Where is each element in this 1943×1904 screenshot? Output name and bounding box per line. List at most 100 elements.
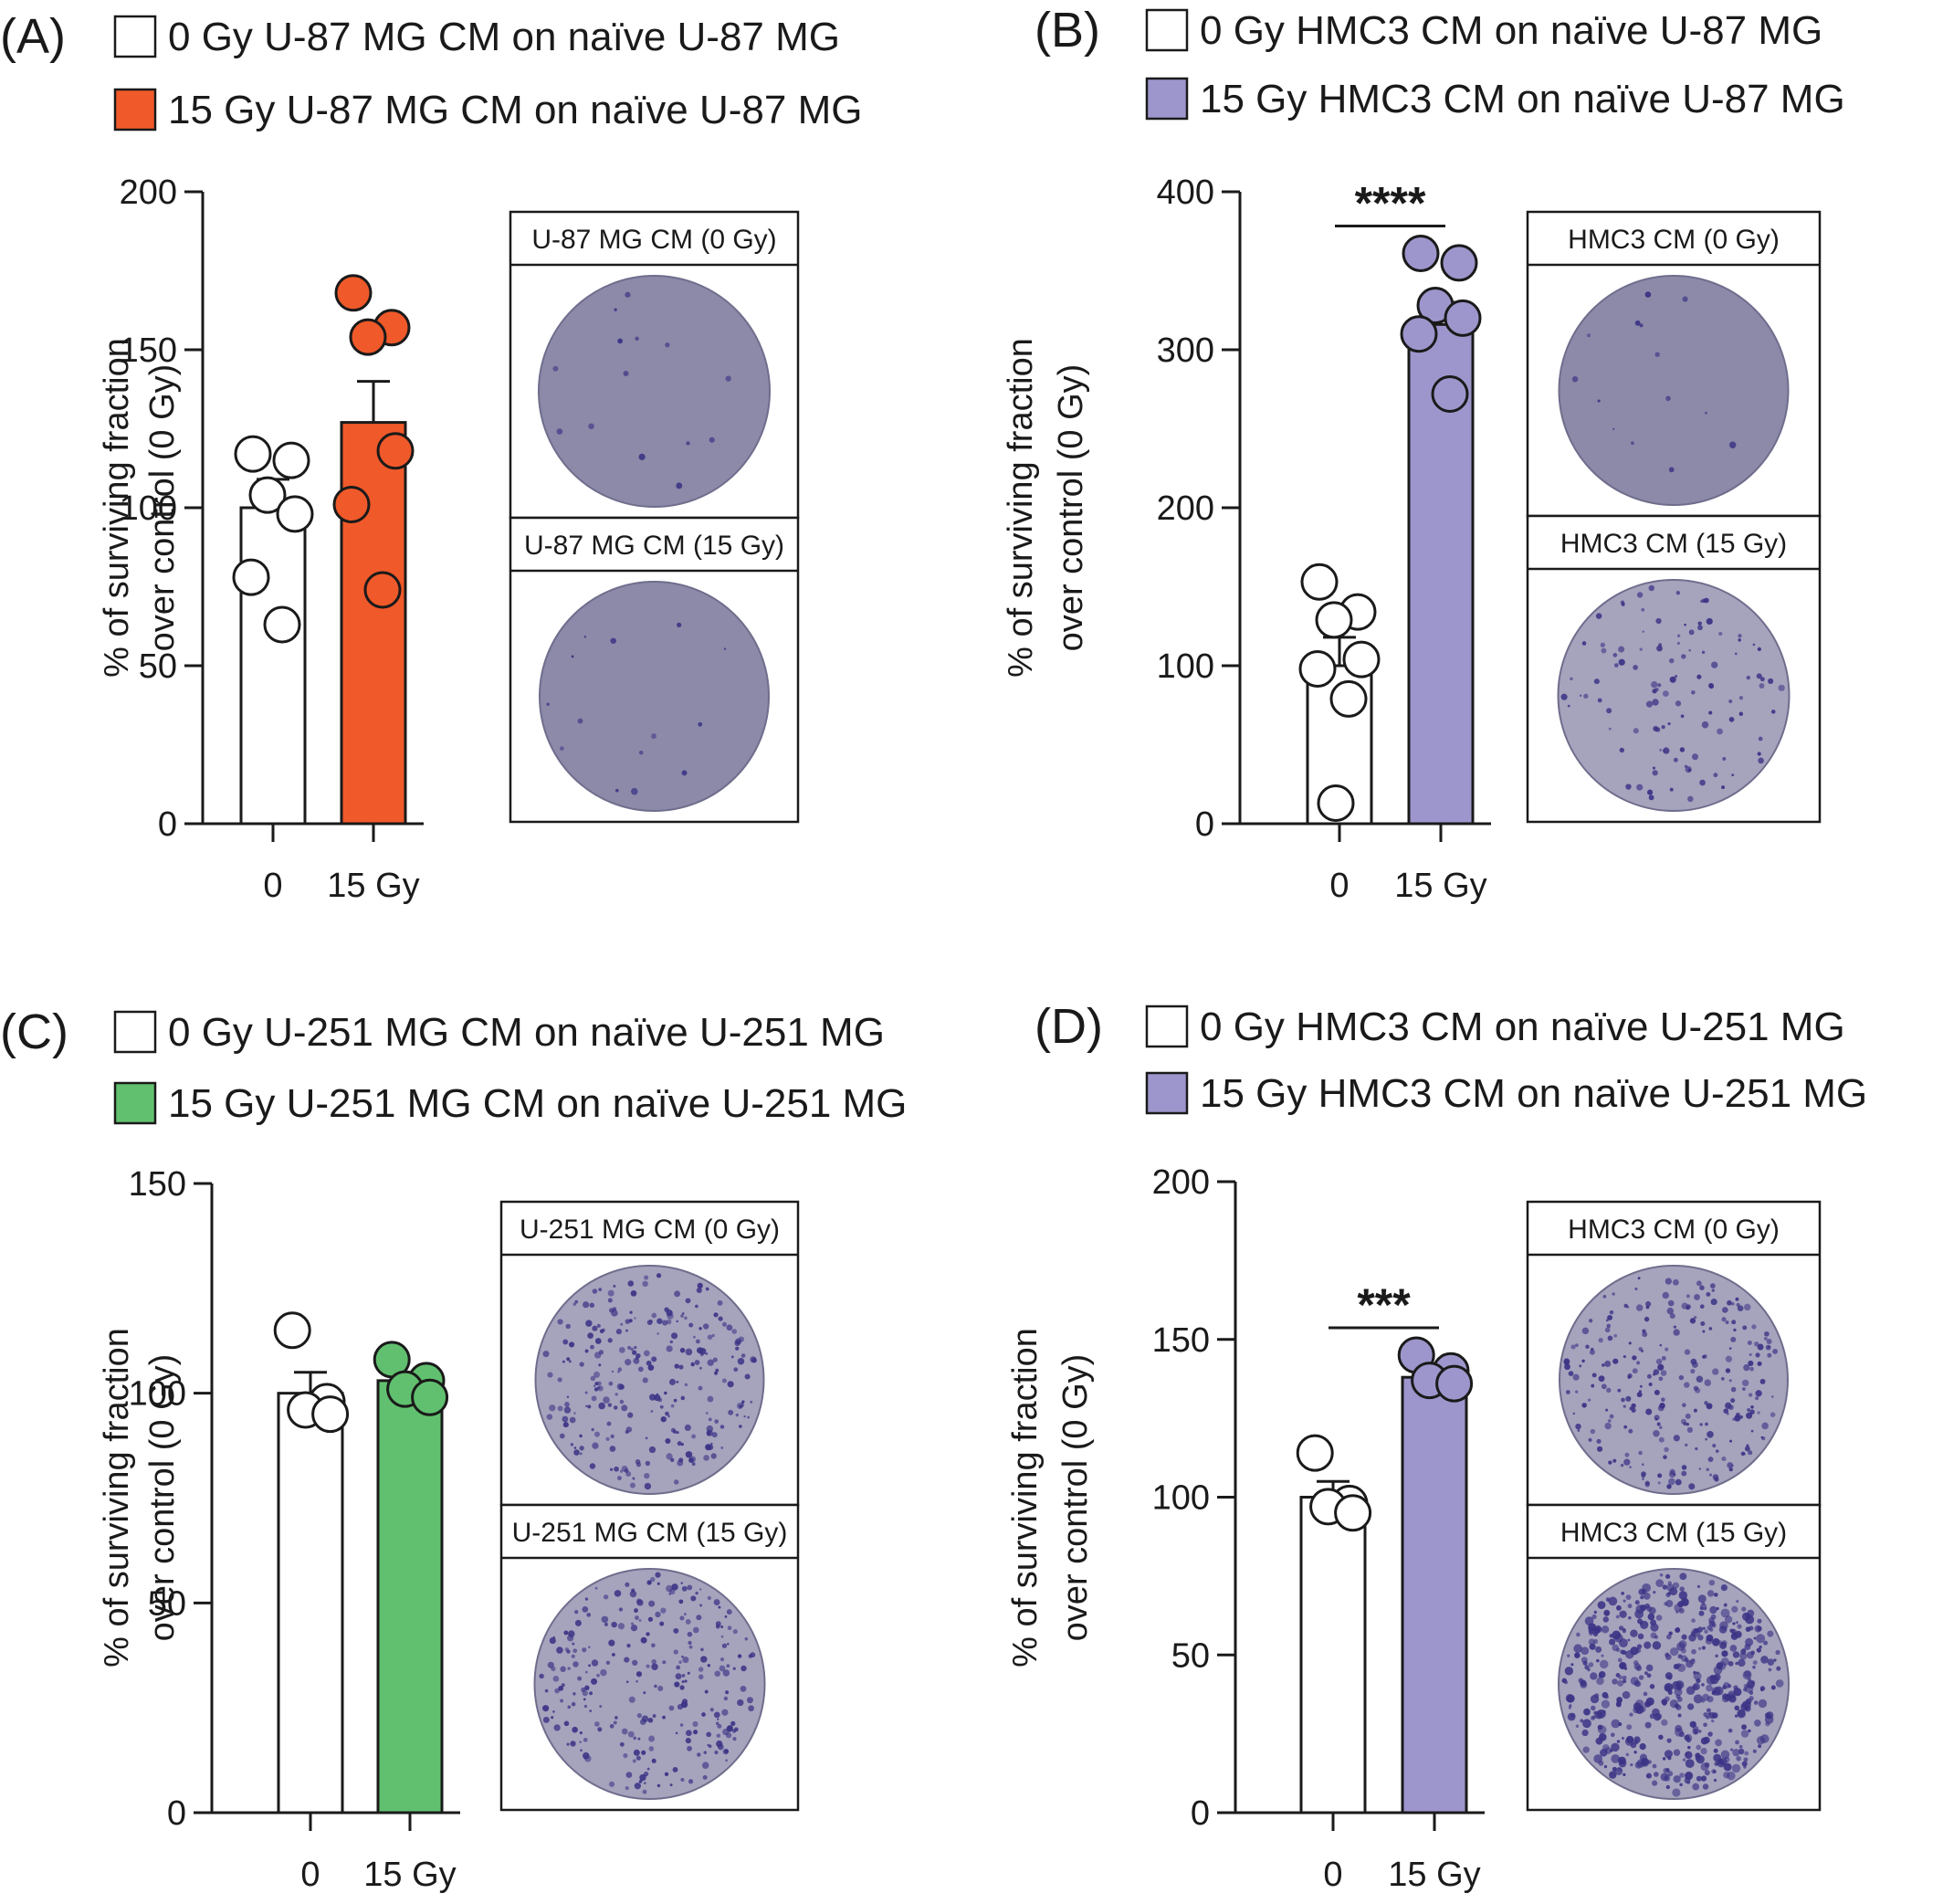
colony-speck	[1655, 1358, 1663, 1365]
colony-speck	[695, 1591, 698, 1595]
colony-speck	[1619, 747, 1625, 753]
colony-speck	[1733, 1328, 1737, 1332]
colony-speck	[1652, 699, 1659, 706]
colony-speck	[1636, 1644, 1643, 1649]
colony-speck	[570, 1443, 574, 1446]
colony-speck	[557, 1319, 563, 1325]
colony-speck	[584, 1755, 592, 1762]
colony-speck	[589, 1463, 596, 1469]
colony-speck	[579, 1446, 584, 1451]
colony-speck	[596, 1673, 600, 1678]
colony-speck	[1637, 1277, 1641, 1280]
colony-speck	[1627, 1638, 1631, 1642]
colony-speck	[1713, 1748, 1718, 1753]
colony-speck	[1611, 1742, 1620, 1752]
colony-speck	[1615, 1615, 1620, 1619]
colony-speck	[558, 1685, 564, 1691]
colony-speck	[1623, 1355, 1626, 1359]
colony-speck	[1770, 1412, 1776, 1417]
colony-speck	[707, 1664, 711, 1667]
colony-speck	[552, 1636, 556, 1639]
colony-speck	[721, 1643, 728, 1648]
colony-speck	[701, 1762, 709, 1769]
colony-speck	[1701, 650, 1706, 654]
colony-speck	[1563, 1358, 1570, 1365]
colony-speck	[1655, 1615, 1663, 1621]
colony-speck	[1585, 1344, 1590, 1350]
colony-speck	[1618, 1759, 1627, 1768]
colony-speck	[589, 1691, 593, 1696]
colony-speck	[1616, 1604, 1622, 1611]
colony-speck	[1661, 1719, 1668, 1726]
y-axis-title: % of surviving fraction	[98, 338, 136, 678]
colony-speck	[712, 1357, 718, 1362]
colony-speck	[1758, 736, 1763, 742]
colony-speck	[1750, 1404, 1754, 1409]
colony-speck	[1732, 1417, 1736, 1421]
colony-speck	[654, 1394, 661, 1402]
colony-speck	[1664, 1602, 1668, 1606]
colony-speck	[1601, 1383, 1607, 1390]
colony-speck	[1660, 1370, 1667, 1376]
colony-speck	[1696, 1375, 1704, 1383]
colony-speck	[588, 423, 594, 430]
colony-speck	[1627, 1615, 1632, 1620]
colony-speck	[583, 1737, 588, 1742]
colony-speck	[1698, 1467, 1702, 1470]
colony-speck	[718, 1316, 723, 1321]
colony-speck	[1641, 1588, 1647, 1594]
colony-speck	[1735, 1740, 1739, 1745]
colony-speck	[680, 1314, 684, 1318]
colony-speck	[1753, 1636, 1757, 1640]
colony-speck	[1649, 1713, 1655, 1720]
colony-speck	[1741, 1761, 1748, 1767]
colony-speck	[1664, 1446, 1669, 1453]
colony-speck	[1640, 1595, 1644, 1600]
colony-speck	[651, 1643, 656, 1648]
y-axis-title: % of surviving fraction	[1002, 338, 1040, 678]
data-point	[1300, 563, 1339, 601]
panel-d: (D) 0 Gy HMC3 CM on naïve U-251 MG 15 Gy H…	[1006, 999, 1867, 1894]
colony-speck	[1659, 749, 1662, 752]
colony-speck	[1644, 1300, 1652, 1308]
colony-speck	[1644, 1603, 1651, 1609]
colony-speck	[642, 1789, 647, 1794]
colony-speck	[1682, 296, 1688, 302]
colony-speck	[1711, 1720, 1715, 1723]
colony-speck	[1644, 1482, 1651, 1488]
colony-speck	[1587, 333, 1591, 338]
colony-speck	[1666, 1738, 1672, 1743]
colony-speck	[1665, 1784, 1670, 1790]
colony-speck	[582, 1605, 589, 1613]
legend-swatch	[113, 1081, 157, 1125]
colony-speck	[1748, 1450, 1753, 1456]
colony-speck	[1704, 411, 1707, 415]
colony-speck	[720, 1635, 724, 1638]
colony-speck	[655, 1611, 661, 1618]
colony-speck	[1679, 1573, 1687, 1581]
colony-speck	[1759, 1645, 1762, 1649]
colony-speck	[1623, 1425, 1628, 1429]
colony-speck	[1686, 1660, 1694, 1668]
data-point	[349, 318, 387, 356]
colony-speck	[1669, 1646, 1679, 1657]
colony-speck	[1641, 1463, 1644, 1466]
colony-speck	[744, 1637, 749, 1641]
colony-speck	[1604, 1422, 1612, 1430]
colony-speck	[566, 1357, 571, 1362]
colony-speck	[1736, 1756, 1741, 1762]
colony-speck	[1741, 1387, 1746, 1391]
colony-speck	[659, 1621, 665, 1626]
colony-speck	[613, 1284, 616, 1288]
colony-speck	[725, 1690, 730, 1695]
colony-speck	[1749, 1352, 1752, 1356]
colony-speck	[679, 1615, 685, 1621]
colony-speck	[1749, 1366, 1754, 1372]
colony-speck	[1722, 756, 1727, 761]
colony-speck	[1619, 1661, 1627, 1670]
colony-speck	[1591, 1373, 1597, 1378]
colony-speck	[579, 1362, 584, 1367]
colony-speck	[1604, 1360, 1612, 1368]
colony-speck	[1637, 1633, 1644, 1640]
y-tick-label: 100	[1157, 647, 1214, 686]
